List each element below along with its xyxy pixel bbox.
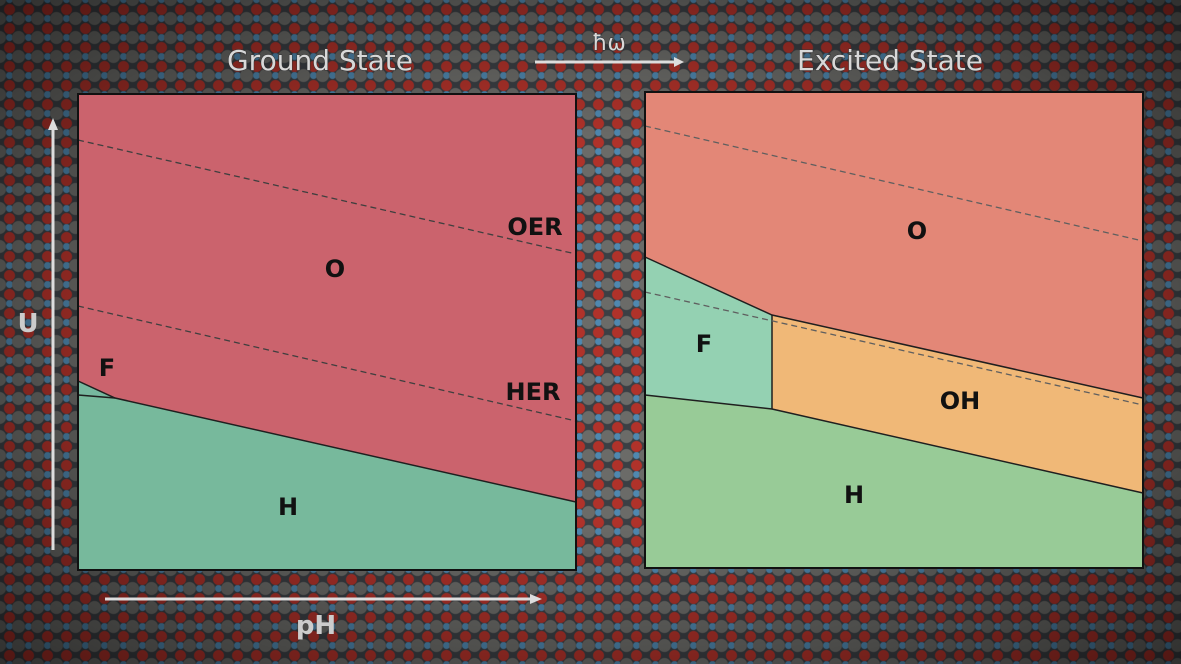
oer-line — [644, 125, 1144, 242]
ph-axis-label: pH — [296, 611, 336, 641]
photon-arrow — [535, 57, 684, 67]
oer-label: OER — [507, 213, 562, 241]
her-line — [77, 305, 577, 422]
excited-state-title: Excited State — [797, 44, 983, 77]
oer-line — [77, 139, 577, 255]
u-axis-arrow — [48, 118, 58, 550]
ground-state-diagram: OER HER O F H — [77, 93, 577, 571]
her-line — [644, 291, 1144, 406]
f-label: F — [99, 354, 115, 382]
o-label: O — [907, 217, 927, 245]
region-h — [78, 381, 576, 570]
photon-label: ħω — [592, 31, 626, 56]
u-axis-label: U — [17, 309, 38, 339]
o-label: O — [325, 255, 345, 283]
ph-axis-arrow — [105, 594, 542, 604]
h-label: H — [278, 493, 298, 521]
ground-state-title: Ground State — [227, 44, 413, 77]
region-h — [645, 395, 1143, 568]
region-f — [645, 257, 772, 409]
oh-label: OH — [940, 387, 981, 415]
f-label: F — [696, 330, 712, 358]
region-oh — [772, 315, 1143, 493]
h-label: H — [844, 481, 864, 509]
her-label: HER — [506, 378, 561, 406]
excited-state-diagram: O F OH H — [644, 91, 1144, 569]
